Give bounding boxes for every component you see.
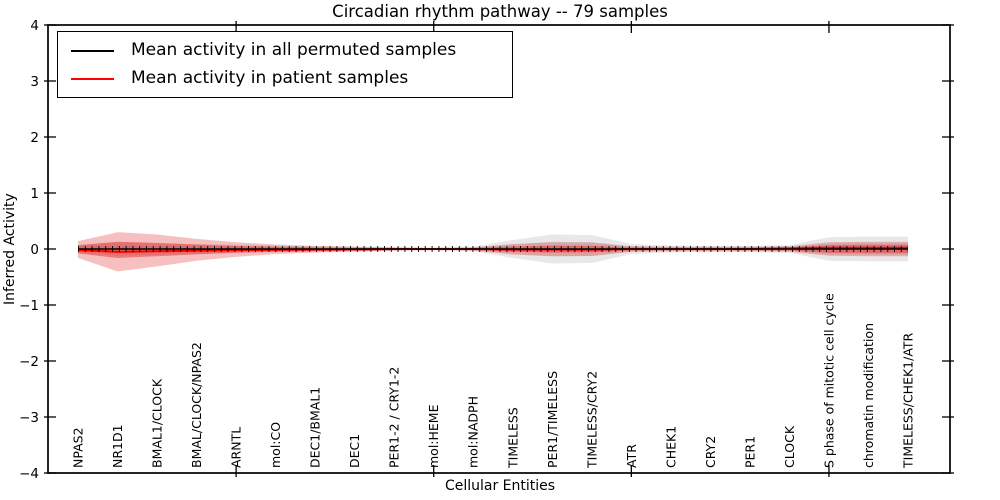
x-tick-label: BMAL1/CLOCK: [150, 378, 165, 468]
x-tick-label: CHEK1: [663, 426, 678, 468]
x-axis-label: Cellular Entities: [444, 478, 556, 494]
y-tick-label: −2: [19, 354, 39, 370]
permuted-line-swatch: [71, 49, 114, 52]
y-tick-label: 4: [30, 18, 39, 34]
x-tick-label: TIMELESS: [505, 407, 520, 469]
legend: Mean activity in all permuted samples Me…: [57, 31, 513, 98]
y-tick-label: 3: [30, 74, 39, 90]
x-tick-label: TIMELESS/CRY2: [584, 371, 599, 469]
y-tick-label: −1: [19, 298, 39, 314]
x-tick-label: mol:CO: [268, 422, 283, 468]
legend-entry-permuted: Mean activity in all permuted samples: [71, 41, 512, 60]
x-tick-label: mol:NADPH: [466, 396, 481, 468]
x-tick-label: ARNTL: [229, 427, 244, 468]
x-tick-label: CRY2: [703, 436, 718, 468]
x-tick-label: DEC1/BMAL1: [308, 387, 323, 468]
x-tick-label: ATR: [624, 444, 639, 468]
x-tick-label: PER1/TIMELESS: [545, 371, 560, 468]
x-tick-label: CLOCK: [782, 425, 797, 468]
y-tick-label: 2: [30, 130, 39, 146]
x-tick-label: NPAS2: [71, 427, 86, 468]
y-tick-label: −3: [19, 410, 39, 426]
y-tick-label: −4: [19, 466, 39, 482]
x-tick-label: chromatin modification: [861, 323, 876, 468]
x-tick-label: NR1D1: [110, 424, 125, 468]
x-tick-label: PER1-2 / CRY1-2: [387, 367, 402, 468]
legend-entry-patient: Mean activity in patient samples: [71, 69, 512, 88]
x-tick-label: DEC1: [347, 434, 362, 468]
patient-line-swatch: [71, 77, 114, 80]
x-tick-label: TIMELESS/CHEK1/ATR: [901, 332, 916, 469]
y-axis-label: Inferred Activity: [2, 193, 18, 305]
x-tick-label: mol:HEME: [426, 404, 441, 468]
x-tick-label: PER1: [742, 436, 757, 468]
chart-title: Circadian rhythm pathway -- 79 samples: [332, 2, 668, 21]
y-tick-label: 0: [30, 242, 39, 258]
legend-label-patient: Mean activity in patient samples: [131, 68, 409, 88]
x-tick-label: S phase of mitotic cell cycle: [821, 293, 836, 468]
legend-label-permuted: Mean activity in all permuted samples: [131, 40, 457, 60]
y-tick-label: 1: [30, 186, 39, 202]
x-tick-label: BMAL/CLOCK/NPAS2: [189, 342, 204, 468]
